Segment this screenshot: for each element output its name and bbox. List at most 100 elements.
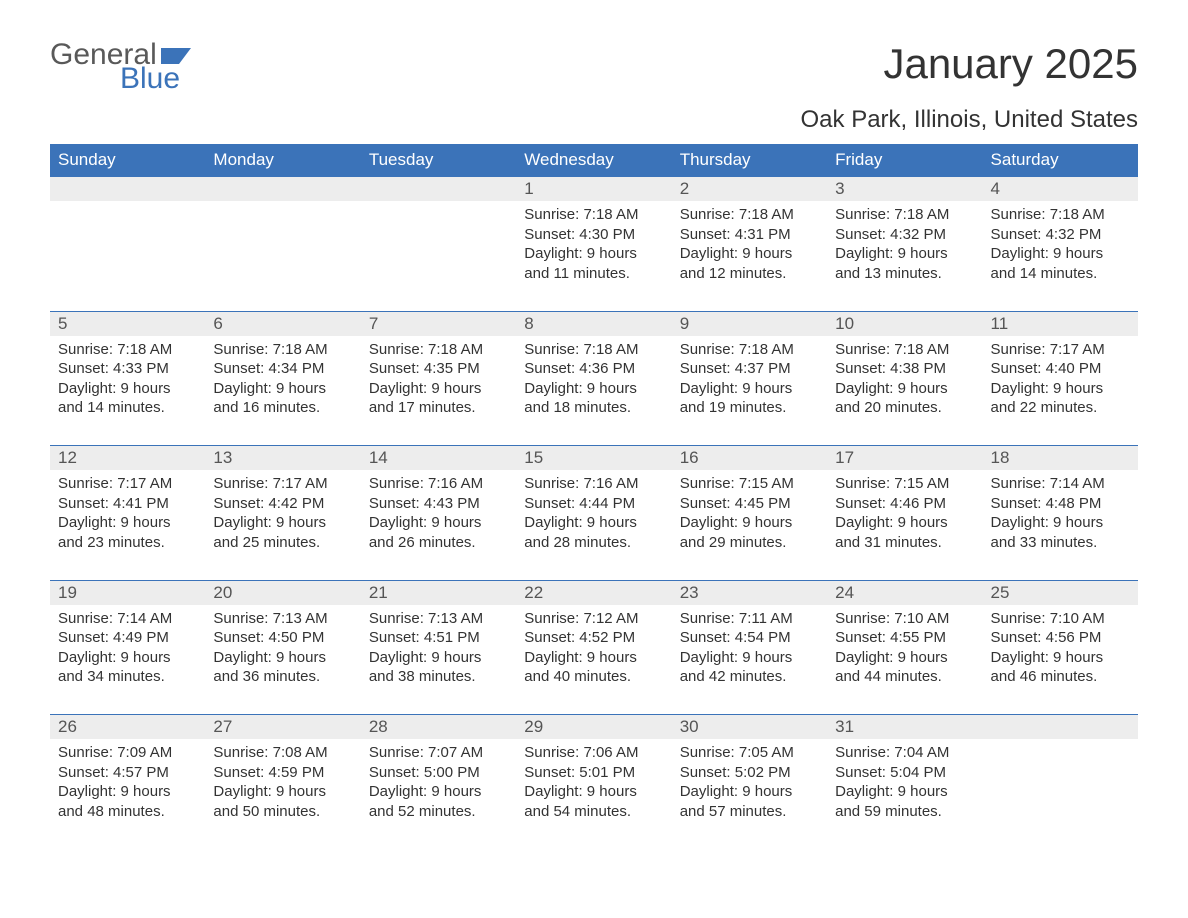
sunset-text: Sunset: 5:02 PM bbox=[680, 763, 819, 783]
day-cell: Sunrise: 7:18 AMSunset: 4:31 PMDaylight:… bbox=[672, 201, 827, 311]
day-cell: Sunrise: 7:16 AMSunset: 4:44 PMDaylight:… bbox=[516, 470, 671, 580]
day-cell: Sunrise: 7:17 AMSunset: 4:41 PMDaylight:… bbox=[50, 470, 205, 580]
sunset-text: Sunset: 4:55 PM bbox=[835, 628, 974, 648]
logo: General Blue bbox=[50, 40, 195, 94]
sunset-text: Sunset: 4:44 PM bbox=[524, 494, 663, 514]
day-number: 15 bbox=[516, 446, 671, 471]
week-daynum-row: 12131415161718 bbox=[50, 446, 1138, 471]
sunset-text: Sunset: 4:48 PM bbox=[991, 494, 1130, 514]
sunrise-text: Sunrise: 7:06 AM bbox=[524, 743, 663, 763]
sunset-text: Sunset: 4:40 PM bbox=[991, 359, 1130, 379]
day-number: 12 bbox=[50, 446, 205, 471]
sunrise-text: Sunrise: 7:08 AM bbox=[213, 743, 352, 763]
sunset-text: Sunset: 4:35 PM bbox=[369, 359, 508, 379]
day-cell: Sunrise: 7:15 AMSunset: 4:46 PMDaylight:… bbox=[827, 470, 982, 580]
daylight-text: Daylight: 9 hours and 42 minutes. bbox=[680, 648, 819, 687]
sunset-text: Sunset: 4:54 PM bbox=[680, 628, 819, 648]
logo-text-blue: Blue bbox=[120, 64, 195, 94]
calendar-body: 12 34 Sunrise: 7:18 AMSunset: 4:30 PMDayli… bbox=[50, 177, 1138, 850]
day-cell: Sunrise: 7:13 AMSunset: 4:50 PMDaylight:… bbox=[205, 605, 360, 715]
sunrise-text: Sunrise: 7:17 AM bbox=[213, 474, 352, 494]
day-cell: Sunrise: 7:17 AMSunset: 4:40 PMDaylight:… bbox=[983, 336, 1138, 446]
day-header-row: SundayMondayTuesdayWednesdayThursdayFrid… bbox=[50, 144, 1138, 177]
week-content-row: Sunrise: 7:14 AMSunset: 4:49 PMDaylight:… bbox=[50, 605, 1138, 715]
sunrise-text: Sunrise: 7:16 AM bbox=[524, 474, 663, 494]
sunrise-text: Sunrise: 7:14 AM bbox=[58, 609, 197, 629]
sunrise-text: Sunrise: 7:13 AM bbox=[369, 609, 508, 629]
day-cell: Sunrise: 7:09 AMSunset: 4:57 PMDaylight:… bbox=[50, 739, 205, 849]
sunrise-text: Sunrise: 7:16 AM bbox=[369, 474, 508, 494]
day-number: 3 bbox=[827, 177, 982, 202]
sunrise-text: Sunrise: 7:18 AM bbox=[369, 340, 508, 360]
day-number: 30 bbox=[672, 715, 827, 740]
day-header: Sunday bbox=[50, 144, 205, 177]
daylight-text: Daylight: 9 hours and 29 minutes. bbox=[680, 513, 819, 552]
title-block: January 2025 Oak Park, Illinois, United … bbox=[801, 40, 1138, 134]
sunset-text: Sunset: 4:34 PM bbox=[213, 359, 352, 379]
day-number: 29 bbox=[516, 715, 671, 740]
sunrise-text: Sunrise: 7:13 AM bbox=[213, 609, 352, 629]
day-header: Thursday bbox=[672, 144, 827, 177]
sunset-text: Sunset: 4:41 PM bbox=[58, 494, 197, 514]
day-cell: Sunrise: 7:18 AMSunset: 4:30 PMDaylight:… bbox=[516, 201, 671, 311]
day-number: 7 bbox=[361, 311, 516, 336]
day-number: 24 bbox=[827, 580, 982, 605]
day-number bbox=[50, 177, 205, 202]
daylight-text: Daylight: 9 hours and 57 minutes. bbox=[680, 782, 819, 821]
week-content-row: Sunrise: 7:18 AMSunset: 4:30 PMDaylight:… bbox=[50, 201, 1138, 311]
day-number: 16 bbox=[672, 446, 827, 471]
day-cell: Sunrise: 7:12 AMSunset: 4:52 PMDaylight:… bbox=[516, 605, 671, 715]
day-cell: Sunrise: 7:18 AMSunset: 4:33 PMDaylight:… bbox=[50, 336, 205, 446]
daylight-text: Daylight: 9 hours and 33 minutes. bbox=[991, 513, 1130, 552]
sunset-text: Sunset: 4:42 PM bbox=[213, 494, 352, 514]
day-cell: Sunrise: 7:08 AMSunset: 4:59 PMDaylight:… bbox=[205, 739, 360, 849]
sunrise-text: Sunrise: 7:18 AM bbox=[524, 340, 663, 360]
daylight-text: Daylight: 9 hours and 14 minutes. bbox=[58, 379, 197, 418]
week-daynum-row: 567891011 bbox=[50, 311, 1138, 336]
day-cell: Sunrise: 7:18 AMSunset: 4:34 PMDaylight:… bbox=[205, 336, 360, 446]
day-cell: Sunrise: 7:07 AMSunset: 5:00 PMDaylight:… bbox=[361, 739, 516, 849]
sunrise-text: Sunrise: 7:09 AM bbox=[58, 743, 197, 763]
daylight-text: Daylight: 9 hours and 44 minutes. bbox=[835, 648, 974, 687]
daylight-text: Daylight: 9 hours and 13 minutes. bbox=[835, 244, 974, 283]
day-header: Tuesday bbox=[361, 144, 516, 177]
daylight-text: Daylight: 9 hours and 16 minutes. bbox=[213, 379, 352, 418]
day-cell bbox=[205, 201, 360, 311]
day-number: 2 bbox=[672, 177, 827, 202]
daylight-text: Daylight: 9 hours and 26 minutes. bbox=[369, 513, 508, 552]
day-number: 22 bbox=[516, 580, 671, 605]
sunrise-text: Sunrise: 7:15 AM bbox=[835, 474, 974, 494]
day-number: 4 bbox=[983, 177, 1138, 202]
sunset-text: Sunset: 5:01 PM bbox=[524, 763, 663, 783]
sunrise-text: Sunrise: 7:18 AM bbox=[835, 205, 974, 225]
daylight-text: Daylight: 9 hours and 19 minutes. bbox=[680, 379, 819, 418]
sunrise-text: Sunrise: 7:17 AM bbox=[58, 474, 197, 494]
day-number: 9 bbox=[672, 311, 827, 336]
day-number: 11 bbox=[983, 311, 1138, 336]
daylight-text: Daylight: 9 hours and 23 minutes. bbox=[58, 513, 197, 552]
day-cell: Sunrise: 7:13 AMSunset: 4:51 PMDaylight:… bbox=[361, 605, 516, 715]
daylight-text: Daylight: 9 hours and 54 minutes. bbox=[524, 782, 663, 821]
day-number: 13 bbox=[205, 446, 360, 471]
sunset-text: Sunset: 4:45 PM bbox=[680, 494, 819, 514]
day-number: 14 bbox=[361, 446, 516, 471]
calendar-table: SundayMondayTuesdayWednesdayThursdayFrid… bbox=[50, 144, 1138, 849]
week-daynum-row: 262728293031 bbox=[50, 715, 1138, 740]
sunrise-text: Sunrise: 7:14 AM bbox=[991, 474, 1130, 494]
week-content-row: Sunrise: 7:09 AMSunset: 4:57 PMDaylight:… bbox=[50, 739, 1138, 849]
daylight-text: Daylight: 9 hours and 40 minutes. bbox=[524, 648, 663, 687]
daylight-text: Daylight: 9 hours and 14 minutes. bbox=[991, 244, 1130, 283]
day-number: 27 bbox=[205, 715, 360, 740]
day-number: 25 bbox=[983, 580, 1138, 605]
sunrise-text: Sunrise: 7:15 AM bbox=[680, 474, 819, 494]
day-cell bbox=[983, 739, 1138, 849]
day-number: 28 bbox=[361, 715, 516, 740]
sunrise-text: Sunrise: 7:18 AM bbox=[680, 205, 819, 225]
daylight-text: Daylight: 9 hours and 46 minutes. bbox=[991, 648, 1130, 687]
sunrise-text: Sunrise: 7:18 AM bbox=[835, 340, 974, 360]
day-number: 23 bbox=[672, 580, 827, 605]
daylight-text: Daylight: 9 hours and 31 minutes. bbox=[835, 513, 974, 552]
sunrise-text: Sunrise: 7:10 AM bbox=[991, 609, 1130, 629]
day-cell: Sunrise: 7:06 AMSunset: 5:01 PMDaylight:… bbox=[516, 739, 671, 849]
sunrise-text: Sunrise: 7:18 AM bbox=[213, 340, 352, 360]
